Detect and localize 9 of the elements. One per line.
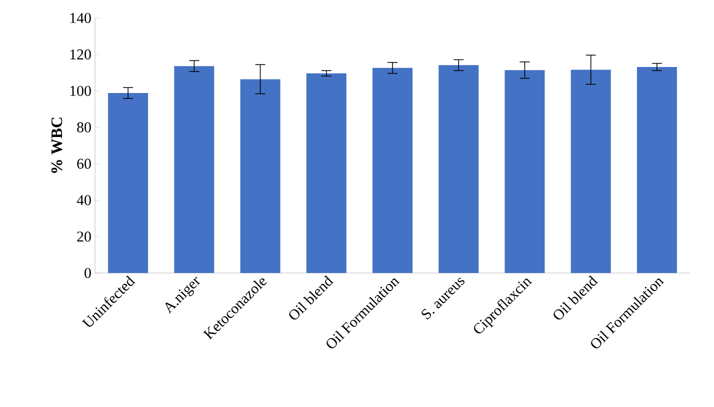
y-tick-label: 40 — [76, 195, 91, 206]
y-tick-label: 80 — [77, 122, 91, 132]
y-tick-label: 120 — [70, 49, 91, 60]
y-tick-label: 140 — [70, 12, 91, 24]
y-tick-label: 60 — [77, 158, 91, 169]
y-tick-label: 0 — [84, 268, 91, 278]
y-tick-label: 20 — [77, 232, 91, 242]
y-axis-title: % WBC — [51, 118, 62, 173]
y-tick-label: 100 — [70, 86, 91, 96]
